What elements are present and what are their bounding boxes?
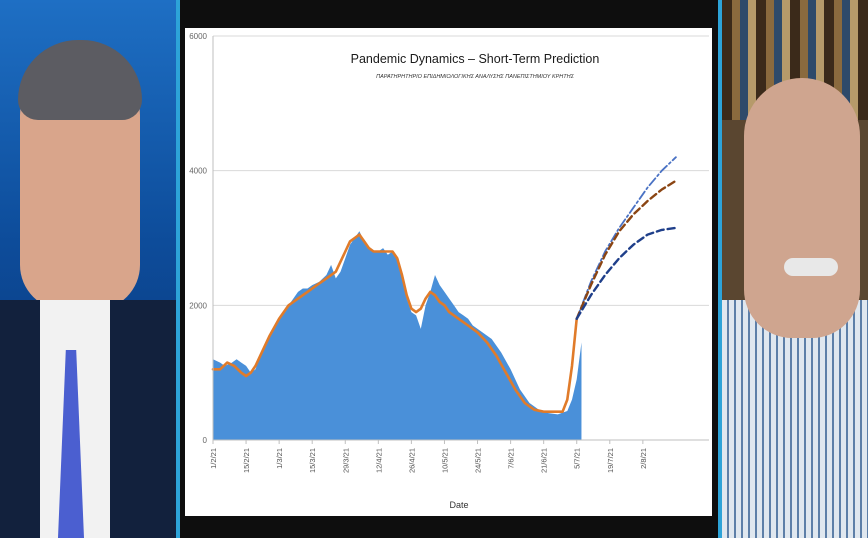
- chart-area: 0 2000 4000 6000 1/2/21 15/2/21 1/3/21 15/3/21…: [185, 28, 712, 516]
- anchor-hair: [18, 40, 142, 120]
- chart-subtitle: ΠΑΡΑΤΗΡΗΤΗΡΙΟ ΕΠΙΔΗΜΙΟΛΟΓΙΚΗΣ ΑΝΑΛΥΣΗΣ Π…: [376, 74, 575, 80]
- guest-striped-shirt: [722, 300, 868, 538]
- chart-title: Pandemic Dynamics – Short-Term Predictio…: [351, 52, 600, 66]
- y-tick-label: 6000: [189, 32, 207, 41]
- x-tick-label: 29/3/21: [341, 448, 350, 473]
- x-tick-label: 1/2/21: [209, 448, 218, 469]
- x-tick-label: 1/3/21: [275, 448, 284, 469]
- axis-layer: [212, 36, 709, 441]
- x-tick-label: 2/8/21: [639, 448, 648, 469]
- x-tick-label: 10/5/21: [440, 448, 449, 473]
- x-tick-label: 19/7/21: [606, 448, 615, 473]
- anchor-video-panel: [0, 0, 176, 538]
- x-tick-label: 12/4/21: [374, 448, 383, 473]
- x-tick-label: 5/7/21: [573, 448, 582, 469]
- guest-mustache: [784, 258, 838, 276]
- series-line-4: [575, 226, 678, 320]
- video-divider-left: [176, 0, 180, 538]
- y-tick-label: 0: [203, 436, 208, 445]
- x-tick-label: 15/2/21: [242, 448, 251, 473]
- series-line-3: [575, 179, 678, 320]
- video-divider-right: [718, 0, 722, 538]
- chart-svg: 0 2000 4000 6000 1/2/21 15/2/21 1/3/21 15/3/21…: [189, 32, 709, 510]
- guest-video-panel: [722, 0, 868, 538]
- series-area-daily-cases: [213, 231, 582, 440]
- x-tick-label: 24/5/21: [474, 448, 483, 473]
- series-line-1: [211, 233, 578, 413]
- series-line-2: [575, 156, 677, 320]
- x-tick-label: 15/3/21: [308, 448, 317, 473]
- y-tick-labels: 0 2000 4000 6000: [189, 32, 207, 445]
- x-tick-label: 26/4/21: [407, 448, 416, 473]
- series-layer: [211, 156, 678, 440]
- x-tick-label: 7/6/21: [507, 448, 516, 469]
- y-tick-label: 2000: [189, 301, 207, 310]
- x-tick-label: 21/6/21: [540, 448, 549, 473]
- x-axis-label: Date: [449, 500, 468, 510]
- x-tick-labels: 1/2/21 15/2/21 1/3/21 15/3/21 29/3/21 12/4/21…: [209, 448, 648, 473]
- y-tick-label: 4000: [189, 167, 207, 176]
- guest-head: [744, 78, 860, 338]
